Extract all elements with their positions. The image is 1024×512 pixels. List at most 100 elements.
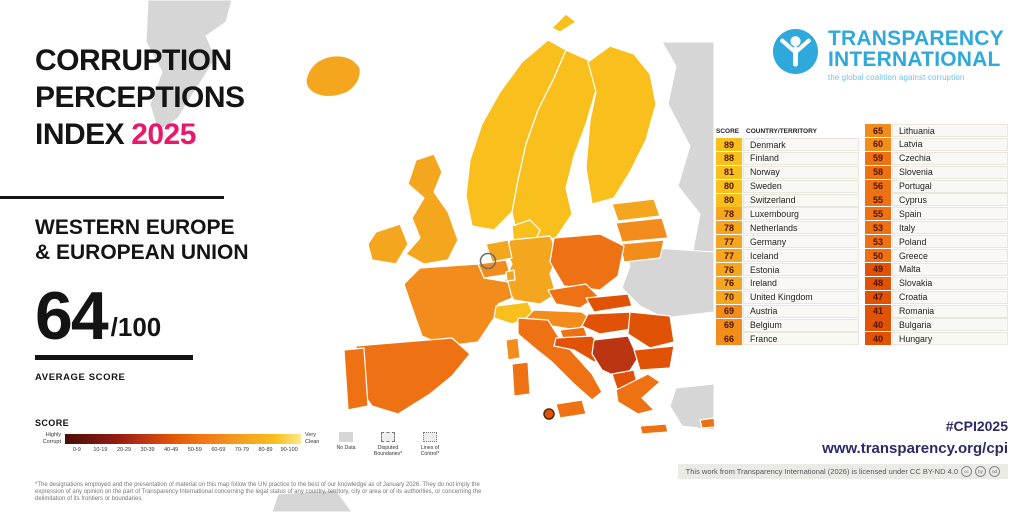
legend-item: No Data [330, 432, 362, 457]
cc-by-icon: by [975, 466, 986, 477]
score-cell: 77 [716, 235, 742, 249]
map-country-sicily [555, 399, 587, 419]
legend-range-label: 60-69 [211, 447, 226, 453]
score-cell: 55 [865, 193, 891, 207]
hashtag: #CPI2025 [945, 418, 1008, 434]
title-line-2: PERCEPTIONS [35, 81, 245, 114]
score-header: SCORE [716, 127, 740, 135]
score-cell: 47 [865, 290, 891, 304]
country-cell: Ireland [743, 276, 859, 290]
score-cell: 80 [716, 179, 742, 193]
average-score-value: 64 [35, 278, 109, 354]
country-cell: Cyprus [892, 193, 1008, 207]
score-cell: 40 [865, 332, 891, 346]
average-score-denominator: /100 [110, 312, 162, 342]
no-data-swatch [339, 432, 353, 442]
table-row: 60 Latvia [865, 137, 1008, 151]
title-line-3: INDEX 2025 [35, 118, 196, 151]
table-row: 55 Cyprus [865, 193, 1008, 207]
country-cell: Germany [743, 235, 859, 249]
map-country-hungary [581, 311, 639, 335]
score-underline [35, 355, 193, 360]
map-country-svalbard [551, 13, 577, 33]
score-cell: 76 [716, 263, 742, 277]
map-landmass-russia [661, 41, 715, 263]
legend-items: No Data Disputed Boundaries* Lines of Contro… [330, 432, 446, 457]
map-country-cyprus [699, 417, 716, 429]
country-cell: Denmark [743, 138, 859, 151]
divider-rule [0, 196, 224, 199]
legend-range-label: 10-19 [93, 447, 108, 453]
score-cell: 53 [865, 235, 891, 249]
legend-item: Disputed Boundaries* [372, 432, 404, 457]
country-cell: Belgium [743, 318, 859, 332]
legend-range-labels: 0-9 10-19 20-29 30-39 40-49 50-59 60-69 70-79 80… [65, 447, 301, 453]
country-cell: Greece [892, 249, 1008, 263]
score-cell: 69 [716, 304, 742, 318]
country-cell: Estonia [743, 263, 859, 277]
score-table-column-2: 65 Lithuania 60 Latvia 59 Czechia 58 Slovenia 56… [865, 124, 1008, 346]
country-cell: Sweden [743, 179, 859, 193]
country-cell: Switzerland [743, 193, 859, 207]
page-title: CORRUPTION PERCEPTIONS INDEX 2025 [35, 42, 245, 153]
cc-license-icons: cc by nd [958, 466, 1000, 477]
country-cell: Austria [743, 304, 859, 318]
table-row: 77 Germany [716, 235, 859, 249]
score-cell: 70 [716, 290, 742, 304]
country-cell: Slovakia [892, 276, 1008, 290]
map-landmass-east-europe [621, 245, 715, 319]
map-landmass-north-africa [271, 489, 353, 512]
table-header: SCORE COUNTRY/TERRITORY [716, 124, 859, 138]
country-cell: Croatia [892, 290, 1008, 304]
map-country-iceland [305, 55, 361, 98]
country-cell: Bulgaria [892, 318, 1008, 332]
legend-title: SCORE [35, 418, 70, 428]
score-cell: 66 [716, 332, 742, 346]
legend-range-label: 40-49 [164, 447, 179, 453]
table-row: 41 Romania [865, 304, 1008, 318]
map-country-romania [627, 311, 675, 349]
map-country-france [403, 263, 513, 347]
map-country-finland [585, 45, 657, 205]
map-country-crete [639, 423, 669, 435]
country-cell: Latvia [892, 137, 1008, 151]
table-row: 78 Luxembourg [716, 207, 859, 221]
table-row: 78 Netherlands [716, 221, 859, 235]
table-row: 81 Norway [716, 165, 859, 179]
table-row: 53 Poland [865, 235, 1008, 249]
table-row: 66 France [716, 332, 859, 346]
map-country-italy [517, 317, 603, 401]
map-country-latvia [615, 217, 669, 243]
disputed-boundaries-swatch [381, 432, 395, 442]
table-row: 50 Greece [865, 249, 1008, 263]
score-cell: 65 [865, 124, 891, 137]
score-cell: 59 [865, 151, 891, 165]
title-line-1: CORRUPTION [35, 44, 232, 77]
country-cell: Luxembourg [743, 207, 859, 221]
country-cell: Netherlands [743, 221, 859, 235]
score-cell: 50 [865, 249, 891, 263]
country-cell: Portugal [892, 179, 1008, 193]
legend-range-label: 80-89 [258, 447, 273, 453]
table-row: 56 Portugal [865, 179, 1008, 193]
map-country-luxembourg [505, 269, 516, 282]
logo-name-line-1: TRANSPARENCY [828, 27, 1004, 50]
cc-cc-icon: cc [961, 466, 972, 477]
score-cell: 80 [716, 193, 742, 207]
table-row: 69 Austria [716, 304, 859, 318]
license-bar: This work from Transparency Internationa… [677, 464, 1008, 479]
country-cell: Hungary [892, 332, 1008, 346]
legend-range-label: 90-100 [280, 447, 298, 453]
ti-figure-icon [772, 28, 819, 75]
logo-name-line-2: INTERNATIONAL [828, 48, 1001, 71]
score-cell: 60 [865, 137, 891, 151]
country-header: COUNTRY/TERRITORY [746, 127, 817, 135]
score-cell: 76 [716, 276, 742, 290]
table-row: 77 Iceland [716, 249, 859, 263]
map-country-estonia [611, 198, 661, 222]
country-cell: United Kingdom [743, 290, 859, 304]
table-row: 49 Malta [865, 262, 1008, 276]
table-row: 59 Czechia [865, 151, 1008, 165]
